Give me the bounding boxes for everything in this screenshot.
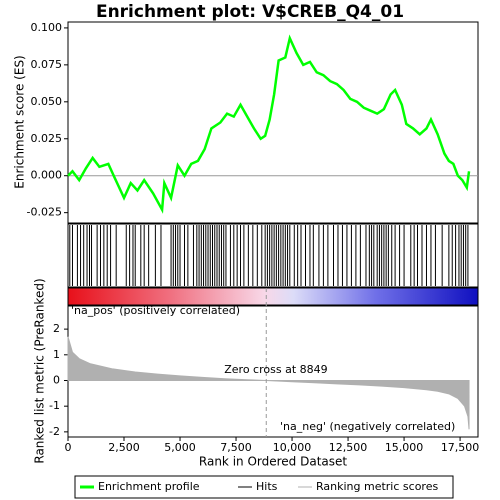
y-axis-label: Ranked list metric (PreRanked) — [33, 278, 47, 463]
hits-panel — [67, 223, 479, 288]
legend-entry: Enrichment profile — [98, 480, 200, 493]
x-tick-label: 2,500 — [108, 441, 140, 454]
x-tick-label: 5,000 — [164, 441, 196, 454]
legend-entry: Hits — [256, 480, 278, 493]
zero-cross-label: Zero cross at 8849 — [224, 363, 327, 376]
es-panel — [67, 21, 479, 224]
x-tick-label: 15,000 — [385, 441, 424, 454]
rank-color-bar — [67, 287, 479, 306]
y-axis-label: Enrichment score (ES) — [13, 55, 27, 188]
y-tick-label: 0 — [53, 373, 60, 386]
legend: Enrichment profile Hits Ranking metric s… — [74, 475, 454, 499]
enrichment-curve — [67, 34, 471, 214]
y-tick-label: 0.100 — [31, 21, 63, 34]
legend-entry: Ranking metric scores — [316, 480, 438, 493]
y-tick-label: -0.025 — [27, 206, 62, 219]
x-tick-label: 0 — [65, 441, 72, 454]
y-tick-label: -2 — [49, 425, 60, 438]
metric-area — [67, 336, 470, 430]
y-tick-label: -1 — [49, 399, 60, 412]
x-axis-label: Rank in Ordered Dataset — [199, 455, 347, 469]
chart-title: Enrichment plot: V$CREB_Q4_01 — [96, 2, 404, 22]
y-tick-label: 2 — [53, 322, 60, 335]
legend-box — [74, 475, 454, 499]
y-tick-label: 0.050 — [31, 95, 63, 108]
x-tick-label: 10,000 — [273, 441, 312, 454]
pos-label: 'na_pos' (positively correlated) — [71, 304, 240, 317]
y-tick-label: 1 — [53, 348, 60, 361]
y-tick-label: 0.025 — [31, 132, 63, 145]
y-tick-label: 0.075 — [31, 58, 63, 71]
x-tick-label: 12,500 — [329, 441, 368, 454]
y-tick-label: 0.000 — [31, 169, 63, 182]
neg-label: 'na_neg' (negatively correlated) — [280, 420, 455, 433]
x-tick-label: 17,500 — [441, 441, 480, 454]
x-tick-label: 7,500 — [220, 441, 252, 454]
